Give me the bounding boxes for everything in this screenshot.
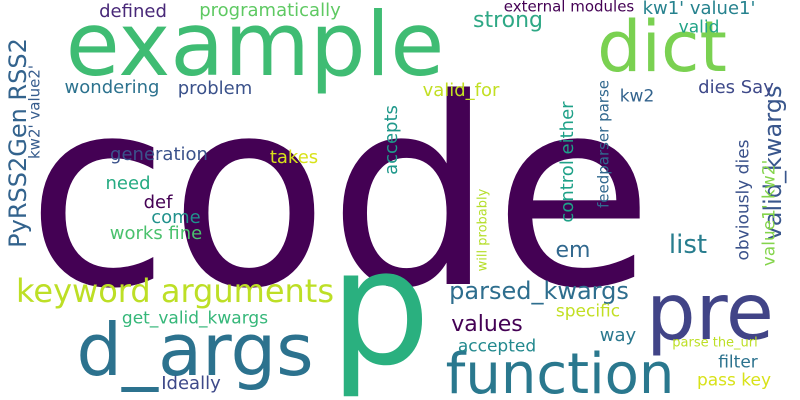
word-keyword-arguments: keyword arguments: [16, 272, 334, 310]
word-accepts: accepts: [381, 105, 402, 175]
word-pass-key: pass key: [696, 370, 772, 391]
word-wondering: wondering: [64, 77, 160, 98]
word-dict: dict: [597, 6, 727, 88]
word-values: values: [451, 312, 523, 337]
word-will-probably: will probably: [475, 188, 491, 272]
word-need: need: [105, 173, 151, 194]
word-way: way: [599, 325, 637, 346]
word-generation: generation: [110, 144, 208, 165]
word-value1-kw2: value1' kw2': [759, 159, 780, 267]
word-kw1-value1: kw1' value1': [642, 0, 756, 19]
word-takes: takes: [269, 147, 319, 168]
word-example: example: [65, 0, 445, 96]
word-valid: valid: [678, 17, 720, 38]
word-accepted: accepted: [457, 336, 537, 357]
word-control-either: control either: [557, 101, 578, 223]
word-external-modules: external modules: [503, 0, 635, 16]
word-p: p: [329, 214, 431, 400]
word-d-args: d_args: [76, 308, 314, 392]
word-list: list: [668, 230, 708, 260]
word-feedparser-parse: feedparser parse: [594, 79, 613, 209]
word-parsed-kwargs: parsed_kwargs: [449, 277, 629, 305]
word-ideally: Ideally: [161, 373, 221, 394]
word-programatically: programatically: [199, 0, 341, 21]
word-valid-for: valid_for: [422, 80, 500, 101]
word-dies-say: dies Say: [698, 77, 774, 98]
word-code: code: [26, 44, 654, 346]
word-come: come: [151, 207, 201, 228]
word-def: def: [143, 192, 173, 213]
word-pre: pre: [646, 268, 774, 358]
word-works-fine: works fine: [109, 223, 203, 244]
word-get-valid-kwargs: get_valid_kwargs: [121, 308, 269, 329]
word-em: em: [555, 238, 591, 263]
word-parse-the-url: parse the_url: [672, 335, 758, 351]
word-kw2: kw2: [619, 86, 655, 107]
word-defined: defined: [99, 1, 167, 22]
word-kw2-value2: kw2' value2': [25, 64, 44, 160]
word-filter: filter: [718, 352, 758, 373]
word-strong: strong: [472, 8, 544, 33]
word-problem: problem: [177, 78, 253, 99]
word-obviously-dies: obviously dies: [733, 139, 754, 261]
word-specific: specific: [555, 301, 621, 322]
word-function: function: [445, 342, 675, 400]
